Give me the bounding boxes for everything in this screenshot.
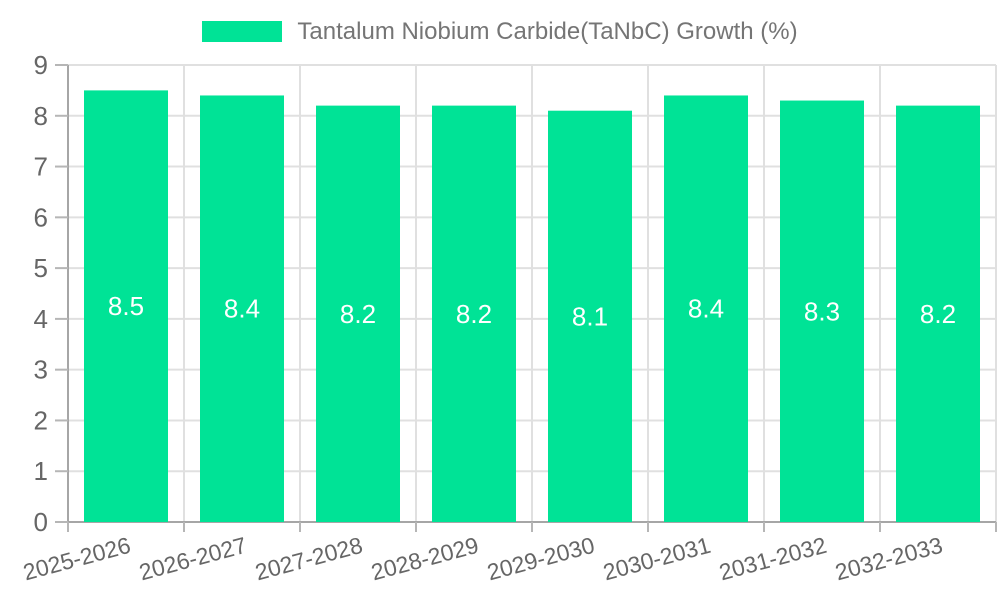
bar-value-label: 8.2 [340,299,376,329]
bar-2027-2028[interactable] [316,105,400,522]
bar-2031-2032[interactable] [780,100,864,523]
legend-marker-icon [202,21,283,42]
bar-value-label: 8.2 [456,299,492,329]
x-axis-category-label: 2032-2033 [832,532,945,586]
bar-2032-2033[interactable] [896,105,980,522]
y-axis-tick-label: 2 [34,405,48,435]
x-axis-category-label: 2028-2029 [368,532,481,586]
x-axis-category-label: 2030-2031 [600,532,713,586]
bar-2026-2027[interactable] [200,95,284,522]
x-axis-category-label: 2027-2028 [252,532,365,586]
y-axis-tick-label: 7 [34,152,48,182]
bar-value-label: 8.5 [108,291,144,321]
y-axis-tick-label: 3 [34,355,48,385]
y-axis-tick-label: 0 [34,507,48,537]
bar-2028-2029[interactable] [432,105,516,522]
bar-value-label: 8.1 [572,301,608,331]
x-axis-category-label: 2026-2027 [136,532,249,586]
y-axis-tick-label: 8 [34,101,48,131]
bar-2025-2026[interactable] [84,90,168,522]
x-axis-category-label: 2031-2032 [716,532,829,586]
legend-label: Tantalum Niobium Carbide(TaNbC) Growth (… [297,18,798,45]
bar-2029-2030[interactable] [548,110,632,522]
legend[interactable]: Tantalum Niobium Carbide(TaNbC) Growth (… [0,18,1000,45]
bar-2030-2031[interactable] [664,95,748,522]
x-axis-category-label: 2025-2026 [20,532,133,586]
bar-value-label: 8.2 [920,299,956,329]
y-axis-tick-label: 5 [34,253,48,283]
y-axis-tick-label: 9 [34,50,48,80]
y-axis-tick-label: 4 [34,304,48,334]
x-axis-category-label: 2029-2030 [484,532,597,586]
y-axis-tick-label: 6 [34,202,48,232]
y-axis-tick-label: 1 [34,456,48,486]
bar-value-label: 8.4 [688,294,724,324]
bar-value-label: 8.4 [224,294,260,324]
bar-value-label: 8.3 [804,296,840,326]
